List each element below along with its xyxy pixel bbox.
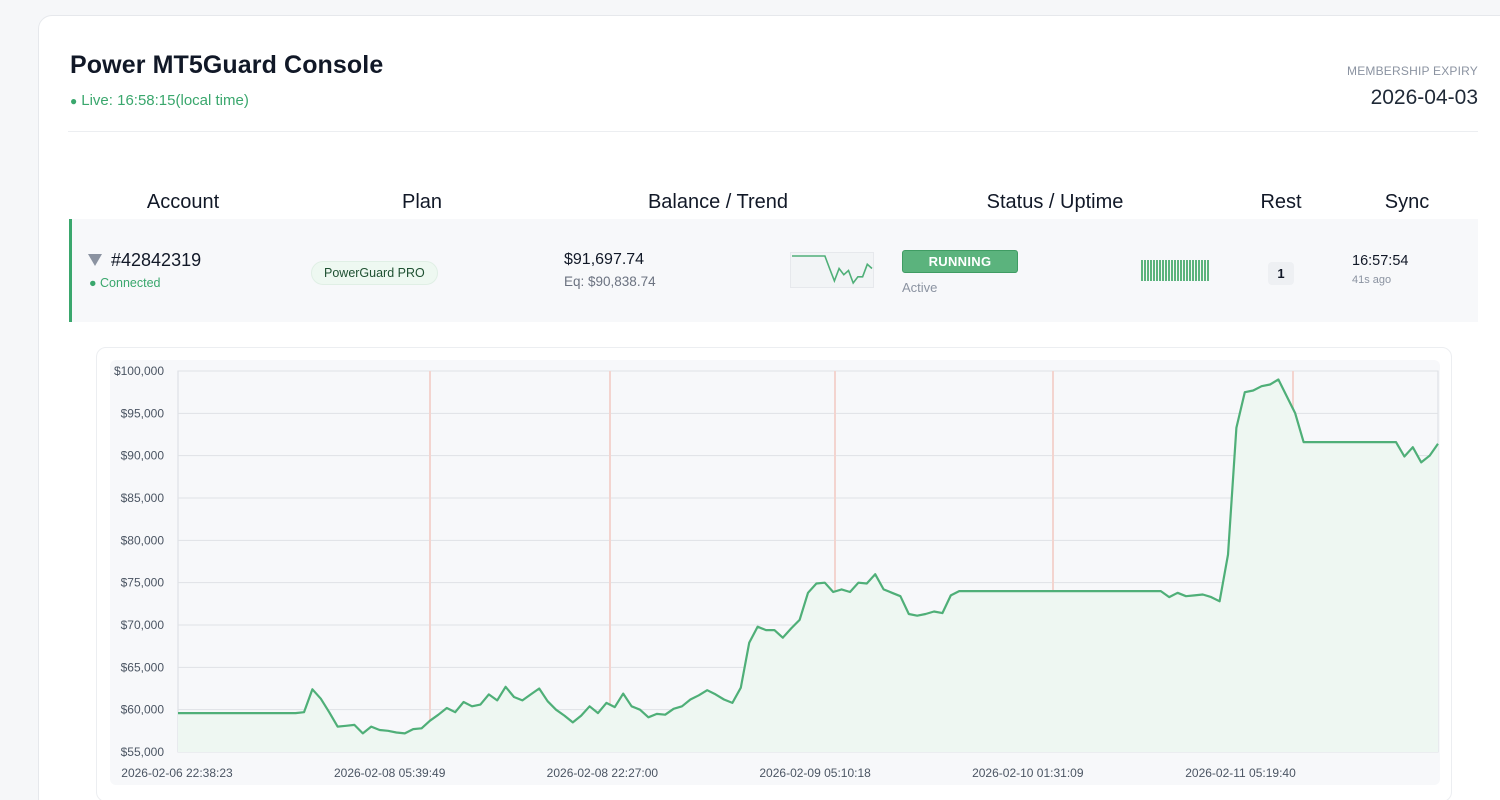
plan-badge: PowerGuard PRO: [311, 261, 438, 285]
uptime-segment: [1153, 260, 1155, 281]
rest-count: 1: [1268, 262, 1294, 285]
uptime-segment: [1165, 260, 1167, 281]
y-tick-label: $85,000: [121, 491, 165, 505]
balance-sparkline: [790, 252, 874, 288]
column-header-status-uptime[interactable]: Status / Uptime: [986, 191, 1124, 213]
expand-caret-icon[interactable]: [88, 254, 102, 266]
sparkline-background: [790, 252, 874, 288]
y-tick-label: $75,000: [121, 576, 165, 590]
equity-value: Eq: $90,838.74: [564, 274, 656, 289]
uptime-segment: [1183, 260, 1185, 281]
column-header-rest[interactable]: Rest: [1260, 191, 1302, 213]
uptime-segment: [1150, 260, 1152, 281]
column-header-account[interactable]: Account: [146, 191, 220, 213]
membership-expiry-label: MEMBERSHIP EXPIRY: [1347, 64, 1478, 78]
x-tick-label: 2026-02-08 05:39:49: [334, 766, 446, 780]
sync-ago: 41s ago: [1352, 274, 1392, 286]
x-tick-label: 2026-02-09 05:10:18: [759, 766, 871, 780]
uptime-segment: [1207, 260, 1209, 281]
uptime-segment: [1177, 260, 1179, 281]
live-clock-text: Live: 16:58:15(local time): [81, 92, 249, 109]
column-header-plan[interactable]: Plan: [401, 191, 443, 213]
uptime-segment: [1156, 260, 1158, 281]
header-divider: [68, 131, 1478, 132]
connection-status: ● Connected: [89, 276, 161, 290]
column-header-balance-trend[interactable]: Balance / Trend: [647, 191, 789, 213]
membership-expiry-date: 2026-04-03: [1370, 86, 1478, 109]
uptime-segment: [1201, 260, 1203, 281]
column-header-sync[interactable]: Sync: [1384, 191, 1430, 213]
y-tick-label: $60,000: [121, 703, 165, 717]
live-dot-icon: ●: [70, 94, 78, 108]
balance-value: $91,697.74: [564, 251, 645, 268]
y-tick-label: $90,000: [121, 449, 165, 463]
uptime-segment: [1189, 260, 1191, 281]
uptime-segment: [1186, 260, 1188, 281]
uptime-segment: [1168, 260, 1170, 281]
y-tick-label: $80,000: [121, 533, 165, 547]
uptime-segment: [1198, 260, 1200, 281]
sync-time: 16:57:54: [1352, 253, 1409, 269]
balance-line: [178, 378, 1439, 735]
y-tick-label: $55,000: [121, 745, 165, 759]
uptime-segment: [1147, 260, 1149, 281]
uptime-segment: [1141, 260, 1143, 281]
y-tick-label: $70,000: [121, 618, 165, 632]
y-tick-label: $100,000: [114, 364, 164, 378]
uptime-segment: [1195, 260, 1197, 281]
x-tick-label: 2026-02-11 05:19:40: [1185, 766, 1296, 780]
y-tick-label: $65,000: [121, 660, 165, 674]
status-subtext: Active: [902, 280, 938, 295]
x-tick-label: 2026-02-06 22:38:23: [121, 766, 233, 780]
sparkline-line: [792, 255, 873, 285]
y-tick-label: $95,000: [121, 406, 165, 420]
status-badge: RUNNING: [902, 250, 1018, 273]
account-row[interactable]: [69, 219, 1478, 322]
uptime-segment: [1162, 260, 1164, 281]
uptime-segment: [1204, 260, 1206, 281]
x-tick-label: 2026-02-10 01:31:09: [972, 766, 1084, 780]
balance-area-fill: [178, 379, 1438, 752]
uptime-bar: [1141, 260, 1209, 281]
uptime-segment: [1174, 260, 1176, 281]
x-tick-label: 2026-02-08 22:27:00: [547, 766, 659, 780]
uptime-segment: [1159, 260, 1161, 281]
uptime-segment: [1171, 260, 1173, 281]
uptime-segment: [1144, 260, 1146, 281]
account-id: #42842319: [111, 250, 202, 270]
live-clock: ● Live: 16:58:15(local time): [70, 92, 249, 109]
uptime-segment: [1180, 260, 1182, 281]
page-title: Power MT5Guard Console: [70, 51, 384, 79]
uptime-segment: [1192, 260, 1194, 281]
